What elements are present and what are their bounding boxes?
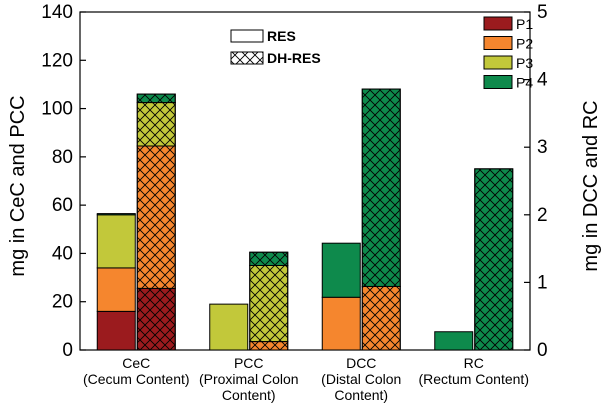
legend-swatch-p2 [483, 36, 513, 50]
bar-hatch-p4 [249, 251, 289, 267]
bar-segment-p1 [96, 310, 136, 351]
bar-hatch-p3 [136, 102, 176, 147]
bar-hatch-p4 [361, 88, 401, 287]
y-left-tick-label: 20 [52, 292, 73, 313]
y-right-tick-label: 1 [537, 272, 548, 293]
x-category-label: Content) [222, 387, 276, 403]
x-category-label: (Proximal Colon [199, 371, 299, 387]
y-axis-right-title: mg in DCC and RC [580, 100, 602, 271]
legend-label-p3: P3 [516, 55, 533, 71]
y-left-tick-label: 80 [52, 147, 73, 168]
bar-segment-p4 [434, 331, 474, 351]
x-category-label: Content) [334, 387, 388, 403]
x-category-label: (Distal Colon [321, 371, 401, 387]
bar-segment-p3 [209, 303, 249, 351]
legend-label-p4: P4 [516, 75, 533, 91]
y-left-tick-label: 120 [41, 50, 73, 71]
bar-hatch-p4 [136, 93, 176, 104]
y-left-tick-label: 40 [52, 243, 73, 264]
legend-label-dh-res: DH-RES [267, 50, 321, 66]
legend-hatch-dh-res [230, 51, 264, 65]
y-right-tick-label: 4 [537, 70, 548, 91]
y-right-tick-label: 3 [537, 137, 548, 158]
bar-segment-p4 [321, 242, 361, 298]
plot-area: 0 20 40 60 80 100 120 140 0 1 2 3 4 5 CeC(Cecum Conten… [41, 2, 548, 403]
bar-segment-p2 [321, 296, 361, 351]
plot-frame [79, 11, 531, 351]
bar-hatch-p2 [249, 341, 289, 351]
legend-label-p2: P2 [516, 36, 533, 52]
x-category-label: (Rectum Content) [419, 371, 529, 387]
y-left-tick-label: 100 [41, 99, 73, 120]
legend-swatch-p4 [483, 75, 513, 89]
y-right-tick-label: 2 [537, 205, 548, 226]
bar-segment-p3 [96, 214, 136, 269]
legend-label-p1: P1 [516, 16, 533, 32]
legend-swatch-p3 [483, 55, 513, 70]
bar-hatch-p4 [474, 168, 514, 351]
x-category-label: (Cecum Content) [83, 371, 190, 387]
y-right-tick-label: 0 [537, 340, 548, 361]
y-axis-left-title: mg in CeC and PCC [7, 95, 29, 276]
x-category-label: DCC [346, 355, 376, 371]
y-left-tick-label: 60 [52, 195, 73, 216]
y-right-tick-label: 5 [537, 2, 548, 23]
x-category-label: PCC [234, 355, 264, 371]
bar-segment-p2 [96, 267, 136, 312]
y-left-tick-label: 0 [62, 340, 73, 361]
legend-swatch-res [230, 29, 264, 43]
bar-segment-p4 [96, 213, 136, 216]
y-left-tick-label: 140 [41, 2, 73, 23]
bar-hatch-p1 [136, 287, 176, 351]
bar-hatch-p2 [361, 285, 401, 351]
x-category-label: CeC [122, 355, 150, 371]
legend-label-res: RES [267, 28, 296, 44]
bar-hatch-p2 [136, 145, 176, 289]
legend-swatch-p1 [483, 16, 513, 31]
bar-hatch-p3 [249, 265, 289, 343]
x-category-label: RC [464, 355, 484, 371]
